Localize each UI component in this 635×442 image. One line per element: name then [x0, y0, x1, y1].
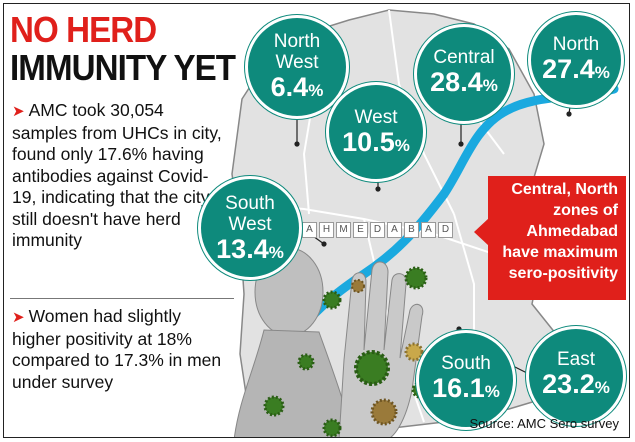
zone-bubble-south-west: South West 13.4%	[198, 176, 302, 280]
zone-value-number: 28.4	[430, 67, 483, 97]
city-name-label: A H M E D A B A D	[302, 222, 453, 238]
headline-line-1: NO HERD	[10, 9, 157, 50]
city-letter: D	[370, 222, 385, 238]
zone-bubble-central: Central 28.4%	[414, 24, 514, 124]
zone-value: 23.2%	[529, 370, 623, 402]
bullet-point-2: ➤ Women had slightly higher positivity at…	[12, 306, 232, 393]
zone-name: South West	[225, 193, 275, 235]
person-illustration	[234, 247, 429, 437]
zone-value-unit: %	[268, 243, 284, 262]
city-letter: D	[438, 222, 453, 238]
callout-pointer	[474, 218, 489, 246]
infographic-frame: A H M E D A B A D NO HERD IMMUNITY YET ➤…	[3, 3, 630, 438]
zone-bubble-south: South 16.1%	[416, 330, 516, 430]
headline-line-2: IMMUNITY YET	[10, 47, 236, 88]
zone-name: Central	[433, 47, 495, 68]
zone-name: North	[552, 34, 600, 55]
bullet-text-1: AMC took 30,054 samples from UHCs in cit…	[12, 100, 222, 250]
divider	[10, 298, 234, 299]
zone-value: 16.1%	[419, 374, 513, 406]
zone-value-unit: %	[484, 382, 500, 401]
zone-value-number: 16.1	[432, 373, 485, 403]
callout-box: Central, North zones of Ahmedabad have m…	[488, 176, 626, 300]
zone-name: East	[556, 349, 596, 370]
zone-value-number: 23.2	[542, 369, 595, 399]
headline: NO HERD IMMUNITY YET	[10, 12, 255, 86]
arrow-bullet-icon: ➤	[12, 309, 25, 326]
zone-value-unit: %	[308, 81, 324, 100]
zone-value-unit: %	[394, 136, 410, 155]
zone-bubble-north-west: North West 6.4%	[245, 15, 349, 119]
zone-bubble-west: West 10.5%	[326, 82, 426, 182]
zone-value-unit: %	[594, 378, 610, 397]
city-letter: A	[387, 222, 402, 238]
city-letter: H	[319, 222, 334, 238]
city-letter: B	[404, 222, 419, 238]
zone-value-number: 13.4	[216, 234, 269, 264]
zone-name: West	[354, 107, 398, 128]
city-letter: E	[353, 222, 368, 238]
zone-value: 28.4%	[417, 68, 511, 100]
zone-bubble-north: North 27.4%	[528, 12, 624, 108]
zone-value: 13.4%	[201, 235, 299, 267]
source-credit: Source: AMC Sero survey	[469, 416, 619, 431]
zone-value: 6.4%	[248, 73, 346, 105]
zone-bubble-east: East 23.2%	[526, 326, 626, 426]
city-letter: A	[302, 222, 317, 238]
city-letter: A	[421, 222, 436, 238]
zone-value-unit: %	[594, 63, 610, 82]
zone-value-number: 27.4	[542, 54, 595, 84]
zone-value: 27.4%	[531, 55, 621, 87]
zone-value-number: 6.4	[270, 72, 309, 102]
zone-name: North West	[273, 31, 321, 73]
bullet-point-1: ➤ AMC took 30,054 samples from UHCs in ci…	[12, 100, 232, 252]
bullet-text-2: Women had slightly higher positivity at …	[12, 306, 222, 392]
city-letter: M	[336, 222, 351, 238]
zone-value-number: 10.5	[342, 127, 395, 157]
zone-value: 10.5%	[329, 128, 423, 160]
arrow-bullet-icon: ➤	[12, 103, 25, 120]
zone-value-unit: %	[482, 76, 498, 95]
zone-name: South	[441, 353, 491, 374]
